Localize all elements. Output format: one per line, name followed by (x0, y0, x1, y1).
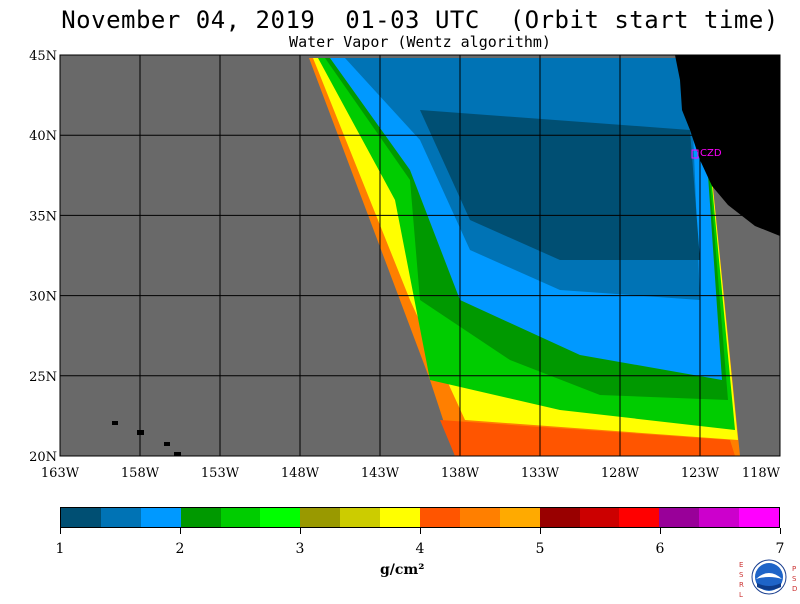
colorbar-segment (739, 508, 780, 527)
noaa-logo-wave (757, 583, 781, 590)
colorbar-tick-label: 2 (175, 541, 185, 557)
island (174, 452, 181, 456)
colorbar-segment (459, 508, 500, 527)
latitude-label: 25N (29, 370, 57, 385)
longitude-label: 118W (742, 466, 781, 481)
colorbar-segment (260, 508, 301, 527)
longitude-label: 153W (201, 466, 240, 481)
latitude-label: 40N (29, 129, 57, 144)
map-title: November 04, 2019 01-03 UTC (Orbit start… (61, 6, 779, 34)
logo-letter: R (739, 581, 744, 589)
colorbar-tick-label: 7 (775, 541, 785, 557)
station-marker-box (691, 149, 699, 159)
colorbar-tick (60, 528, 61, 534)
colorbar-segment (619, 508, 660, 527)
colorbar-segment (220, 508, 261, 527)
station-marker: CZD (691, 148, 722, 159)
station-label: CZD (700, 148, 722, 159)
swath-navy-band (420, 110, 700, 260)
colorbar-segment (300, 508, 341, 527)
colorbar-tick-label: 5 (535, 541, 545, 557)
coastline-land (675, 55, 780, 236)
map-frame (59, 54, 781, 457)
colorbar-segment (539, 508, 580, 527)
logo-letter: S (792, 575, 797, 583)
colorbar-tick (420, 528, 421, 534)
latitude-labels: 45N 40N 35N 30N 25N 20N (29, 49, 57, 465)
colorbar-segment (699, 508, 740, 527)
latitude-label: 20N (29, 450, 57, 465)
longitude-label: 163W (41, 466, 80, 481)
colorbar-tick-label: 3 (295, 541, 305, 557)
colorbar-tick-label: 1 (55, 541, 65, 557)
swath-orange-core (440, 420, 735, 456)
longitude-labels: 163W 158W 153W 148W 143W 138W 133W 128W 123W 118W (41, 466, 781, 481)
colorbar-segment (420, 508, 460, 527)
colorbar-segment (61, 508, 101, 527)
colorbar-ticks (60, 528, 781, 534)
logo-letter: L (739, 591, 743, 599)
noaa-esrl-psd-logo: E S R L P S D (736, 553, 800, 600)
longitude-label: 138W (441, 466, 480, 481)
colorbar-segment (140, 508, 181, 527)
logo-letter: P (792, 565, 796, 573)
water-vapor-swath (309, 58, 740, 456)
map-subtitle: Water Vapor (Wentz algorithm) (289, 33, 551, 51)
colorbar-tick-labels: 1 2 3 4 5 6 7 (56, 541, 785, 557)
colorbar-units: g/cm² (380, 562, 425, 578)
map-gridlines (60, 55, 780, 456)
colorbar-tick (540, 528, 541, 534)
longitude-label: 133W (521, 466, 560, 481)
colorbar-tick-label: 6 (655, 541, 665, 557)
logo-letter: D (792, 585, 797, 593)
colorbar-tick-label: 4 (415, 541, 425, 557)
longitude-label: 143W (361, 466, 400, 481)
colorbar-tick (780, 528, 781, 534)
logo-right-letters: P S D (792, 565, 797, 593)
colorbar-segment (100, 508, 141, 527)
island (164, 442, 170, 446)
colorbar-segment (380, 508, 421, 527)
longitude-label: 148W (281, 466, 320, 481)
latitude-label: 30N (29, 290, 57, 305)
colorbar-segment (180, 508, 221, 527)
logo-letter: E (739, 561, 743, 569)
logo-letter: S (739, 571, 744, 579)
colorbar-segment (579, 508, 620, 527)
colorbar-tick (180, 528, 181, 534)
colorbar-tick (660, 528, 661, 534)
noaa-logo-bird (756, 573, 782, 579)
latitude-label: 35N (29, 209, 57, 224)
colorbar-segment (659, 508, 700, 527)
colorbar-tick (300, 528, 301, 534)
longitude-label: 123W (681, 466, 720, 481)
logo-left-letters: E S R L (739, 561, 744, 599)
longitude-label: 158W (121, 466, 160, 481)
latitude-label: 45N (29, 49, 57, 64)
island (112, 421, 118, 425)
longitude-label: 128W (601, 466, 640, 481)
colorbar (60, 507, 780, 528)
colorbar-segment (499, 508, 540, 527)
colorbar-segment (340, 508, 381, 527)
